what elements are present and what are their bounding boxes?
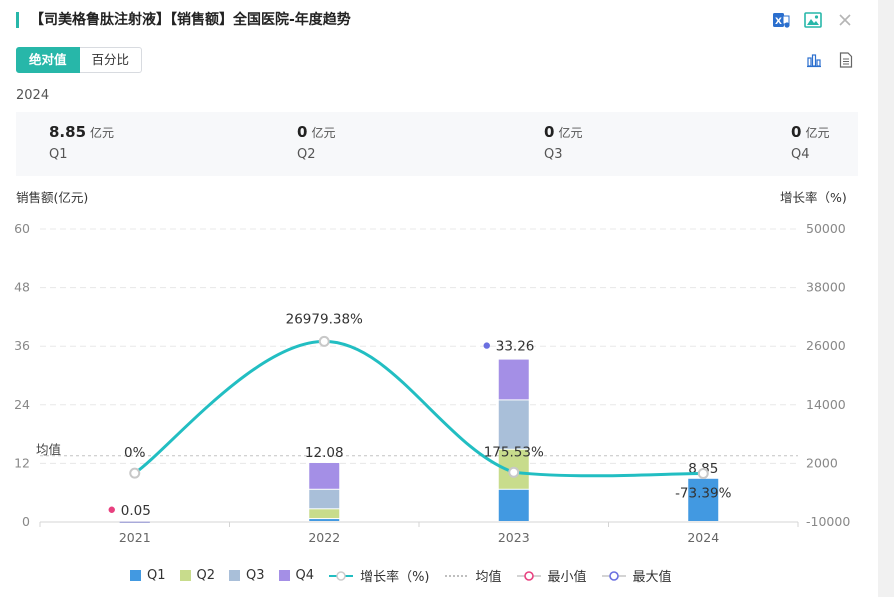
bar-segment-q1	[498, 489, 529, 521]
left-axis-title: 销售额(亿元)	[16, 190, 89, 205]
legend-max[interactable]: 最大值	[601, 566, 672, 585]
excel-export-icon[interactable]: X	[770, 10, 792, 30]
bar-chart-icon[interactable]	[803, 50, 825, 70]
growth-rate-label: 0%	[124, 445, 146, 461]
selected-year-label: 2024	[16, 88, 50, 103]
title-accent-bar	[16, 12, 19, 28]
summary-q2: 0 亿元 Q2	[297, 122, 335, 162]
legend-q2[interactable]: Q2	[179, 568, 216, 583]
chart-legend: Q1 Q2 Q3 Q4 增长率（%) 均值 最小值 最大值	[130, 566, 672, 585]
chart-title: 【司美格鲁肽注射液】【销售额】全国医院-年度趋势	[30, 12, 351, 28]
legend-q3-label: Q3	[246, 568, 265, 583]
legend-growth-label: 增长率（%)	[360, 570, 430, 585]
average-line-label: 均值	[36, 442, 61, 457]
growth-rate-line	[133, 339, 704, 478]
svg-text:X: X	[775, 17, 782, 27]
growth-rate-point	[508, 466, 520, 478]
x-tick-label: 2023	[498, 530, 530, 545]
legend-q2-label: Q2	[196, 568, 216, 583]
image-export-icon[interactable]	[802, 10, 824, 30]
percentage-button[interactable]: 百分比	[79, 47, 143, 73]
y2-tick-label: 2000	[806, 455, 838, 470]
legend-q1[interactable]: Q1	[130, 568, 166, 583]
y-tick-label: 60	[14, 221, 30, 236]
x-tick-label: 2021	[119, 530, 151, 545]
summary-q2-unit: 亿元	[311, 126, 336, 140]
legend-average[interactable]: 均值	[444, 566, 502, 585]
legend-q3[interactable]: Q3	[229, 568, 265, 583]
bar-segment-q1	[309, 519, 340, 521]
y-tick-label: 36	[14, 338, 30, 353]
bar-segment-q4	[309, 463, 340, 489]
summary-q4-unit: 亿元	[805, 126, 830, 140]
summary-q4-name: Q4	[791, 147, 810, 162]
legend-q1-label: Q1	[147, 568, 166, 583]
growth-rate-point	[318, 335, 330, 347]
max-value-marker	[483, 342, 490, 349]
quarter-summary-panel: 8.85 亿元 Q1 0 亿元 Q2 0 亿元 Q3 0 亿元 Q4	[16, 112, 858, 176]
legend-q4[interactable]: Q4	[278, 568, 315, 583]
legend-q3-swatch	[229, 570, 241, 581]
summary-q2-value: 0	[297, 123, 308, 141]
y-tick-label: 12	[14, 455, 30, 470]
y-tick-label: 24	[14, 397, 30, 412]
growth-rate-label: 175.53%	[484, 444, 544, 460]
summary-q1-name: Q1	[49, 147, 68, 162]
min-value-label: 0.05	[121, 503, 151, 519]
min-value-marker	[108, 506, 115, 513]
growth-rate-label: -73.39%	[675, 486, 732, 502]
x-tick-label: 2024	[687, 530, 719, 545]
legend-max-marker-icon	[601, 570, 626, 581]
scrollbar[interactable]	[878, 0, 894, 597]
bar-segment-q3	[498, 400, 529, 449]
summary-q4: 0 亿元 Q4	[791, 122, 829, 162]
bar-segment-q4	[498, 359, 529, 400]
summary-q1-value: 8.85	[49, 123, 87, 141]
legend-average-label: 均值	[475, 570, 502, 585]
y2-tick-label: 26000	[806, 338, 846, 353]
right-axis-title: 增长率（%)	[780, 190, 847, 205]
legend-q4-label: Q4	[295, 568, 315, 583]
bar-segment-q1	[688, 478, 719, 521]
summary-q4-value: 0	[791, 123, 802, 141]
summary-q3-value: 0	[544, 123, 555, 141]
summary-q1: 8.85 亿元 Q1	[49, 122, 114, 162]
y2-tick-label: 14000	[806, 397, 846, 412]
chart-header: 【司美格鲁肽注射液】【销售额】全国医院-年度趋势 X	[16, 10, 856, 34]
legend-max-label: 最大值	[632, 570, 672, 585]
legend-average-dash-icon	[444, 574, 469, 577]
y-tick-label: 0	[22, 514, 30, 529]
growth-rate-point	[129, 467, 141, 479]
y2-tick-label: 38000	[806, 280, 846, 295]
value-mode-toggle: 绝对值 百分比	[16, 47, 143, 73]
y2-tick-label: 50000	[806, 221, 846, 236]
summary-q3-name: Q3	[544, 147, 563, 162]
legend-min-label: 最小值	[547, 570, 587, 585]
legend-min-marker-icon	[516, 570, 541, 581]
y-tick-label: 48	[14, 280, 30, 295]
bar-total-label: 12.08	[305, 445, 344, 461]
bar-segment-q4	[119, 521, 150, 523]
y2-tick-label: -10000	[806, 514, 850, 529]
legend-growth[interactable]: 增长率（%)	[328, 566, 430, 585]
max-value-label: 33.26	[496, 339, 535, 355]
summary-q2-name: Q2	[297, 147, 316, 162]
legend-q4-swatch	[278, 570, 290, 581]
summary-q3: 0 亿元 Q3	[544, 122, 582, 162]
legend-q1-swatch	[130, 570, 141, 581]
close-icon[interactable]	[834, 10, 856, 30]
summary-q1-unit: 亿元	[90, 126, 115, 140]
x-tick-label: 2022	[308, 530, 340, 545]
bar-segment-q3	[309, 489, 340, 509]
growth-rate-label: 26979.38%	[286, 311, 363, 327]
bar-segment-q2	[309, 509, 340, 519]
growth-rate-point	[697, 468, 709, 480]
absolute-value-button[interactable]: 绝对值	[16, 47, 80, 73]
legend-growth-line-icon	[329, 570, 354, 581]
summary-q3-unit: 亿元	[558, 126, 583, 140]
table-view-icon[interactable]	[835, 50, 857, 70]
legend-min[interactable]: 最小值	[516, 566, 587, 585]
sales-trend-chart: 0 12 24 36 48 60 -10000 2000 14000 26000 38000 5000…	[14, 221, 850, 545]
legend-q2-swatch	[179, 570, 191, 581]
